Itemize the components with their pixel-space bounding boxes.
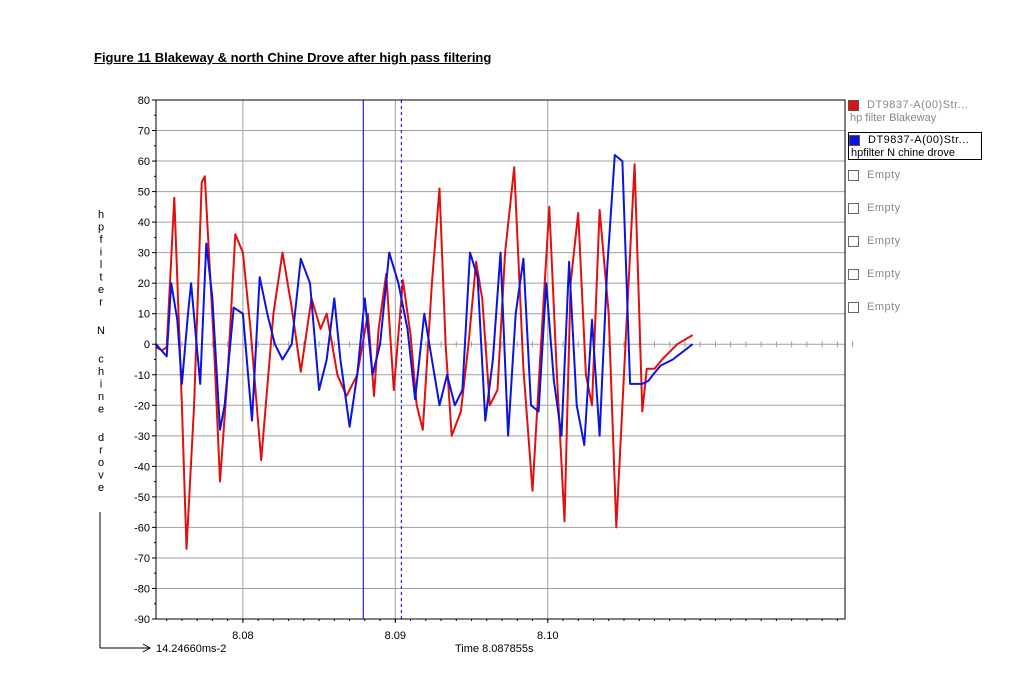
legend-series-label: hpfilter N chine drove — [851, 147, 955, 159]
x-axis: 8.08 8.09 8.10 — [166, 619, 838, 642]
y-tick-label: 10 — [138, 309, 150, 321]
legend-series-name: DT9837-A(00)Str... — [868, 134, 970, 146]
legend-item-empty[interactable]: Empty — [848, 201, 988, 215]
y-tick-label: -80 — [134, 583, 150, 595]
y-tick-label: -40 — [134, 461, 150, 473]
figure-title: Figure 11 Blakeway & north Chine Drove a… — [94, 50, 492, 65]
legend-series-name: Empty — [867, 202, 901, 214]
legend-item-empty[interactable]: Empty — [848, 267, 988, 281]
legend-item[interactable]: DT9837-A(00)Str... hpfilter N chine drove — [848, 132, 982, 160]
y-tick-label: 30 — [138, 248, 150, 260]
legend-series-name: DT9837-A(00)Str... — [867, 99, 969, 111]
legend-checkbox[interactable] — [848, 301, 859, 313]
legend-series-name: Empty — [867, 301, 901, 313]
legend-checkbox[interactable] — [848, 202, 859, 214]
y-axis: 80 70 60 50 40 30 20 10 0 -10 -20 -30 -40 -50 -60 -70 -8… — [134, 95, 156, 626]
y-tick-label: 20 — [138, 278, 150, 290]
x-tick-label: 8.10 — [537, 630, 558, 642]
legend-item-empty[interactable]: Empty — [848, 168, 988, 182]
time-axis-arrow — [99, 512, 152, 653]
legend-series-name: Empty — [867, 235, 901, 247]
y-tick-label: 70 — [138, 126, 150, 138]
y-tick-label: 80 — [138, 95, 150, 107]
legend-checkbox[interactable] — [848, 268, 859, 280]
legend-series-label: hp filter Blakeway — [850, 112, 937, 124]
x-tick-label: 8.08 — [232, 630, 253, 642]
y-tick-label: 40 — [138, 217, 150, 229]
y-tick-label: -20 — [134, 400, 150, 412]
y-tick-label: 50 — [138, 187, 150, 199]
y-tick-label: -10 — [134, 370, 150, 382]
series-layer — [155, 154, 694, 550]
plot-area — [156, 100, 845, 619]
y-tick-label: -50 — [134, 492, 150, 504]
y-tick-label: -30 — [134, 431, 150, 443]
y-tick-label: 60 — [138, 156, 150, 168]
y-tick-label: -90 — [134, 614, 150, 626]
legend-series-name: Empty — [867, 268, 901, 280]
legend-item-empty[interactable]: Empty — [848, 300, 988, 314]
legend-item-empty[interactable]: Empty — [848, 234, 988, 248]
legend-panel: DT9837-A(00)Str... hp filter Blakeway DT98… — [848, 98, 988, 333]
legend-checkbox[interactable] — [848, 235, 859, 247]
y-tick-label: -60 — [134, 522, 150, 534]
legend-checkbox[interactable] — [848, 169, 859, 181]
legend-checkbox[interactable] — [849, 134, 860, 146]
legend-checkbox[interactable] — [848, 99, 859, 111]
y-tick-label: 0 — [144, 339, 150, 351]
series-line-chine-drove — [155, 154, 694, 446]
x-tick-label: 8.09 — [385, 630, 406, 642]
time-readout: Time 8.087855s — [455, 643, 534, 655]
cursor-layer — [362, 100, 403, 619]
legend-item[interactable]: DT9837-A(00)Str... hp filter Blakeway — [848, 98, 988, 124]
legend-series-name: Empty — [867, 169, 901, 181]
y-tick-label: -70 — [134, 553, 150, 565]
left-readout: 14.24660ms-2 — [156, 643, 226, 655]
plot-frame — [155, 99, 846, 620]
